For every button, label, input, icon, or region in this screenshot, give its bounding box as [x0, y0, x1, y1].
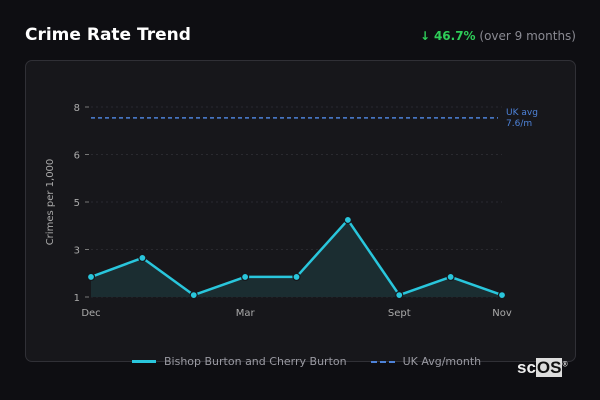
legend-swatch-uk-avg — [370, 360, 395, 363]
x-tick-label: Mar — [236, 308, 256, 319]
legend-label-uk-avg: UK Avg/month — [402, 355, 482, 368]
uk-avg-value: 7.6/m — [506, 119, 532, 129]
data-point — [241, 272, 250, 282]
chart-title: Crime Rate Trend — [25, 25, 191, 45]
data-point — [189, 291, 198, 300]
x-tick-label: Dec — [81, 308, 100, 319]
legend-swatch-series — [132, 360, 156, 363]
y-tick-label: 5 — [74, 198, 80, 209]
y-tick-label: 8 — [74, 103, 80, 114]
x-tick-label: Sept — [388, 308, 411, 319]
data-point — [292, 272, 301, 282]
y-axis-label: Crimes per 1,000 — [45, 159, 56, 246]
y-tick-label: 1 — [74, 293, 80, 304]
data-point — [446, 272, 455, 282]
data-point — [343, 215, 352, 225]
legend-label-series: Bishop Burton and Cherry Burton — [164, 355, 347, 368]
scos-logo: scOS® — [517, 358, 568, 377]
y-tick-label: 3 — [74, 246, 80, 257]
data-point — [497, 291, 507, 300]
change-indicator: ↓ 46.7% (over 9 months) — [420, 29, 576, 43]
chart-card — [25, 60, 576, 362]
legend: Bishop Burton and Cherry Burton UK Avg/m… — [132, 355, 481, 368]
y-tick-label: 6 — [74, 151, 80, 162]
data-point — [86, 272, 96, 282]
uk-avg-label: UK avg — [506, 108, 538, 118]
series-area — [91, 219, 502, 297]
down-arrow-icon: ↓ — [420, 29, 431, 43]
data-point — [395, 291, 404, 300]
change-note: (over 9 months) — [479, 29, 576, 43]
data-point — [138, 253, 147, 263]
change-percent: 46.7% — [433, 29, 476, 43]
x-tick-label: Nov — [492, 308, 512, 319]
